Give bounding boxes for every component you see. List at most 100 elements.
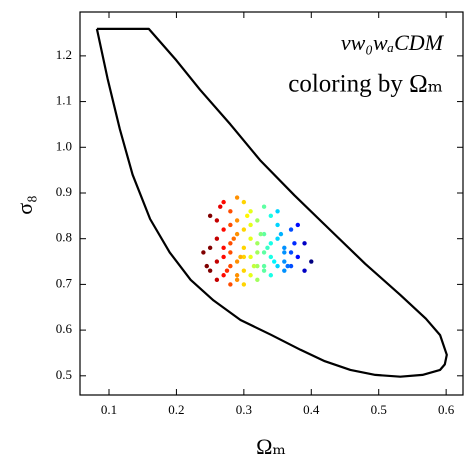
x-tick-label: 0.3 (236, 402, 252, 417)
scatter-point (221, 254, 226, 260)
scatter-point (234, 218, 240, 223)
scatter-point (255, 263, 260, 269)
scatter-point (271, 259, 277, 264)
y-tick-label: 0.6 (56, 321, 73, 336)
scatter-point (241, 245, 247, 251)
contour-line (95, 27, 448, 378)
scatter-point (241, 282, 247, 287)
scatter-point (261, 231, 267, 237)
y-axis-label: σ₈ (12, 195, 37, 215)
x-tick-label: 0.1 (101, 402, 117, 417)
scatter-point (275, 209, 280, 214)
scatter-point (292, 241, 297, 246)
y-tick-label: 1.1 (56, 93, 72, 108)
scatter-point (255, 218, 260, 223)
scatter-point (228, 209, 233, 214)
scatter-point (228, 222, 233, 228)
scatter-point (234, 259, 240, 264)
scatter-point (228, 241, 233, 246)
scatter-point (275, 236, 280, 241)
scatter-point (207, 268, 213, 273)
scatter-point (214, 277, 220, 283)
scatter-point (221, 273, 226, 278)
scatter-point (228, 250, 233, 255)
scatter-point (255, 241, 260, 246)
y-tick-label: 0.8 (56, 230, 72, 245)
scatter-point (228, 263, 233, 269)
scatter-point (241, 268, 247, 273)
scatter-point (245, 213, 250, 219)
scatter-point (234, 195, 240, 200)
x-tick-label: 0.5 (371, 402, 387, 417)
scatter-point (248, 222, 253, 228)
scatter-point (309, 259, 314, 264)
scatter-point (295, 254, 300, 260)
scatter-point (228, 282, 233, 287)
chart-subtitle: coloring by Ωₘ (288, 71, 443, 98)
y-tick-label: 0.7 (56, 275, 73, 290)
x-axis-label: Ωₘ (256, 434, 286, 459)
scatter-point (278, 231, 284, 237)
scatter-point (248, 254, 253, 260)
scatter-point (255, 277, 260, 283)
scatter-point (295, 222, 300, 228)
chart-title: νw₀wₐCDM (341, 30, 445, 55)
scatter-point (261, 250, 267, 255)
scatter-point (285, 263, 290, 269)
x-tick-label: 0.4 (303, 402, 320, 417)
scatter-point (248, 209, 253, 214)
scatter-point (268, 241, 274, 246)
scatter-point (282, 245, 287, 251)
scatter-point (218, 204, 223, 209)
scatter-point (275, 263, 280, 269)
scatter-point (207, 213, 213, 219)
scatter-point (288, 227, 294, 232)
scatter-point (207, 245, 213, 251)
scatter-point (288, 263, 294, 269)
scatter-point (268, 254, 274, 260)
scatter-point (241, 254, 247, 260)
y-tick-label: 1.2 (56, 47, 72, 62)
scatter-point (282, 268, 287, 273)
scatter-point (231, 236, 236, 241)
scatter-point (282, 250, 287, 255)
scatter-point (221, 245, 226, 251)
scatter-point (224, 268, 230, 273)
scatter-point (214, 236, 220, 241)
scatter-point (261, 204, 267, 209)
y-tick-label: 0.5 (56, 367, 72, 382)
x-tick-label: 0.2 (168, 402, 184, 417)
x-tick-label: 0.6 (438, 402, 455, 417)
scatter-point (221, 199, 226, 205)
scatter-point (275, 222, 280, 228)
scatter-point (238, 254, 243, 260)
scatter-point (302, 268, 307, 273)
scatter-point (251, 263, 257, 269)
scatter-point (201, 250, 206, 255)
scatter-point (234, 231, 240, 237)
scatter-point (234, 273, 240, 278)
scatter-point (261, 268, 267, 273)
scatter-point (214, 259, 220, 264)
plot-frame (79, 11, 464, 396)
scatter-point (288, 250, 294, 255)
scatter-point (234, 277, 240, 283)
scatter-point (258, 231, 263, 237)
scatter-point (241, 199, 247, 205)
y-tick-label: 0.9 (56, 184, 72, 199)
scatter-point (248, 236, 253, 241)
y-tick-label: 1.0 (56, 138, 72, 153)
scatter-point (221, 227, 226, 232)
scatter-point (214, 218, 220, 223)
scatter-point (268, 213, 274, 219)
scatter-point (302, 241, 307, 246)
scatter-point (248, 273, 253, 278)
scatter-point (261, 263, 267, 269)
scatter-point (204, 263, 209, 269)
scatter-point (268, 273, 274, 278)
scatter-point (265, 245, 270, 251)
scatter-point (282, 259, 287, 264)
scatter-point (241, 227, 247, 232)
scatter-point (255, 250, 260, 255)
